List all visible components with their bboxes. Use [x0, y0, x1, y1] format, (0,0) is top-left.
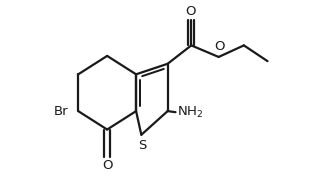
Text: NH$_2$: NH$_2$: [177, 105, 204, 120]
Text: O: O: [214, 40, 225, 53]
Text: O: O: [102, 159, 113, 172]
Text: S: S: [138, 139, 147, 152]
Text: Br: Br: [54, 105, 69, 118]
Text: O: O: [185, 5, 196, 18]
